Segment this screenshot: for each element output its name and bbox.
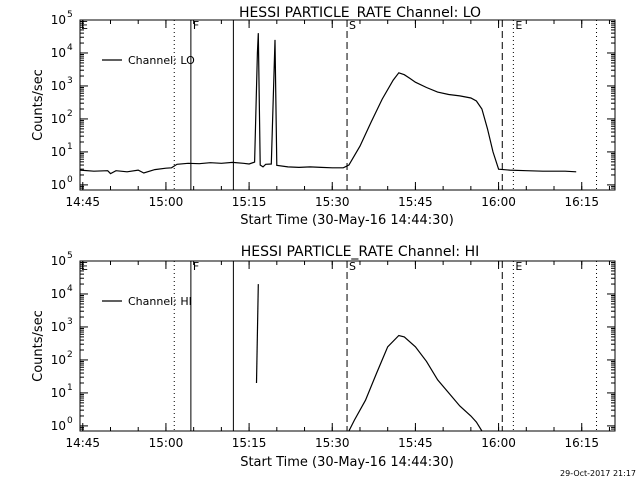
y-tick-label: 10	[51, 419, 66, 433]
x-tick-label: 14:45	[65, 195, 100, 209]
x-tick-label: 15:30	[315, 195, 350, 209]
y-tick-exponent: 0	[67, 416, 73, 426]
time-marker-label: E	[515, 260, 522, 273]
y-tick-label: 10	[51, 254, 66, 268]
time-marker-label: E	[515, 19, 522, 32]
x-tick-label: 14:45	[65, 436, 100, 450]
x-tick-label: 15:15	[232, 436, 267, 450]
y-tick-label: 10	[51, 13, 66, 27]
time-marker-label: S	[349, 260, 356, 273]
x-tick-label: 16:00	[481, 195, 516, 209]
x-tick-label: 15:00	[149, 436, 184, 450]
y-tick-label: 10	[51, 178, 66, 192]
y-tick-label: 10	[51, 79, 66, 93]
x-tick-label: 16:15	[564, 436, 599, 450]
y-tick-exponent: 3	[67, 317, 73, 327]
time-marker-label: F	[193, 19, 199, 32]
y-tick-exponent: 2	[67, 109, 73, 119]
y-tick-label: 10	[51, 320, 66, 334]
y-tick-exponent: 2	[67, 350, 73, 360]
y-tick-exponent: 5	[67, 10, 73, 20]
y-tick-exponent: 1	[67, 383, 73, 393]
x-tick-label: 15:00	[149, 195, 184, 209]
corner-marker-label: E	[81, 260, 88, 273]
x-tick-label: 15:30	[315, 436, 350, 450]
y-tick-exponent: 4	[67, 43, 73, 53]
x-axis-label: Start Time (30-May-16 14:44:30)	[240, 213, 454, 228]
y-tick-label: 10	[51, 287, 66, 301]
legend-label: Channel: LO	[128, 54, 195, 67]
y-tick-exponent: 4	[67, 284, 73, 294]
x-tick-label: 16:00	[481, 436, 516, 450]
x-tick-label: 15:45	[398, 436, 433, 450]
time-marker-label: S	[349, 19, 356, 32]
y-tick-label: 10	[51, 46, 66, 60]
series-line	[255, 284, 259, 384]
y-tick-label: 10	[51, 145, 66, 159]
y-axis-label: Counts/sec	[31, 310, 46, 382]
y-tick-exponent: 3	[67, 76, 73, 86]
x-tick-label: 16:15	[564, 195, 599, 209]
plot-panel-lo: HESSI PARTICLE_RATE Channel: LO 14:45 15:…	[31, 5, 616, 228]
y-tick-label: 10	[51, 386, 66, 400]
legend-label: Channel: HI	[128, 295, 192, 308]
y-tick-exponent: 1	[67, 142, 73, 152]
series-line	[80, 33, 577, 175]
series-line	[348, 334, 483, 431]
time-marker-label: F	[193, 260, 199, 273]
x-tick-label: 15:45	[398, 195, 433, 209]
y-axis-label: Counts/sec	[31, 69, 46, 141]
y-tick-label: 10	[51, 112, 66, 126]
x-axis-label: Start Time (30-May-16 14:44:30)	[240, 455, 454, 470]
corner-marker-label: E	[81, 19, 88, 32]
x-tick-label: 15:15	[232, 195, 267, 209]
y-tick-exponent: 0	[67, 175, 73, 185]
y-tick-label: 10	[51, 353, 66, 367]
plot-title: HESSI PARTICLE_RATE Channel: HI	[241, 244, 479, 260]
plot-panel-hi: HESSI PARTICLE_RATE Channel: HI 14:45 15:…	[31, 244, 616, 470]
y-tick-exponent: 5	[67, 251, 73, 261]
timestamp: 29-Oct-2017 21:17	[560, 469, 636, 478]
plot-title: HESSI PARTICLE_RATE Channel: LO	[239, 5, 481, 21]
